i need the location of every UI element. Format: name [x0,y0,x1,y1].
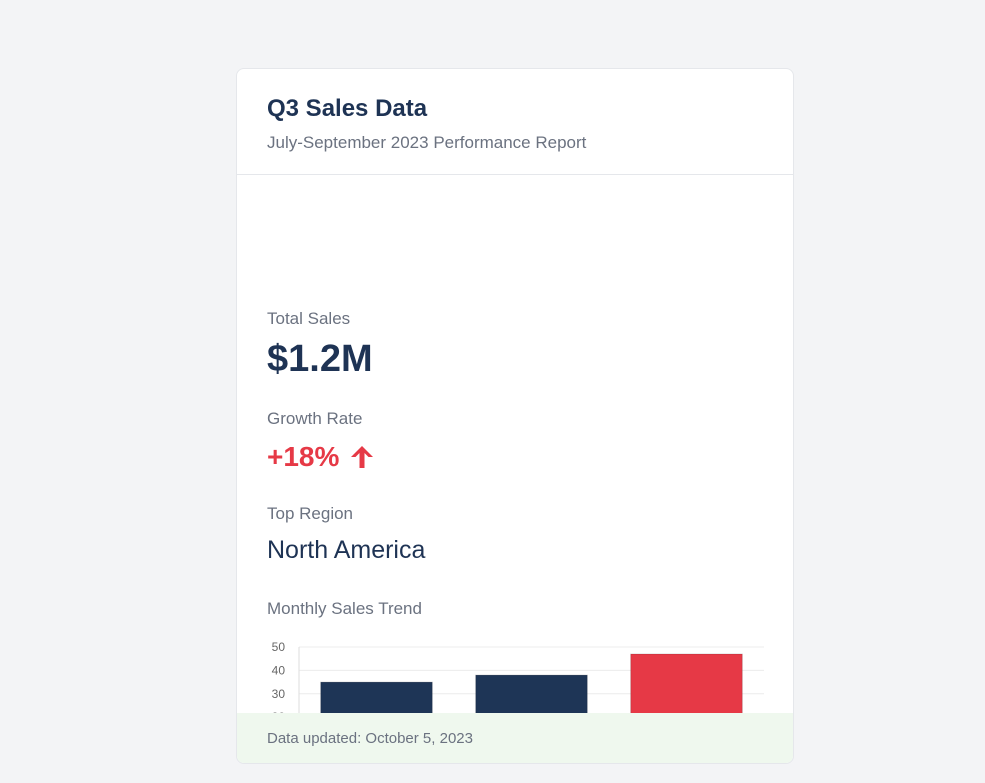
y-tick-label: 40 [272,663,286,677]
card-footer: Data updated: October 5, 2023 [237,713,793,763]
sales-card: Q3 Sales Data July-September 2023 Perfor… [236,68,794,764]
arrow-up-icon [351,446,374,468]
total-sales-value: $1.2M [267,338,373,380]
y-tick-label: 50 [272,640,286,654]
top-region-value: North America [267,536,426,564]
growth-rate-label: Growth Rate [267,409,363,428]
page-title: Q3 Sales Data [267,95,428,122]
top-region-label: Top Region [267,504,354,523]
page-subtitle: July-September 2023 Performance Report [267,133,587,152]
growth-rate: +18% [267,441,375,473]
chart-section-label: Monthly Sales Trend [267,599,422,618]
growth-rate-value: +18% [267,441,340,472]
total-sales-label: Total Sales [267,309,351,328]
card-header: Q3 Sales Data July-September 2023 Perfor… [237,69,793,175]
y-tick-label: 30 [272,687,286,701]
last-updated-text: Data updated: October 5, 2023 [267,729,473,747]
